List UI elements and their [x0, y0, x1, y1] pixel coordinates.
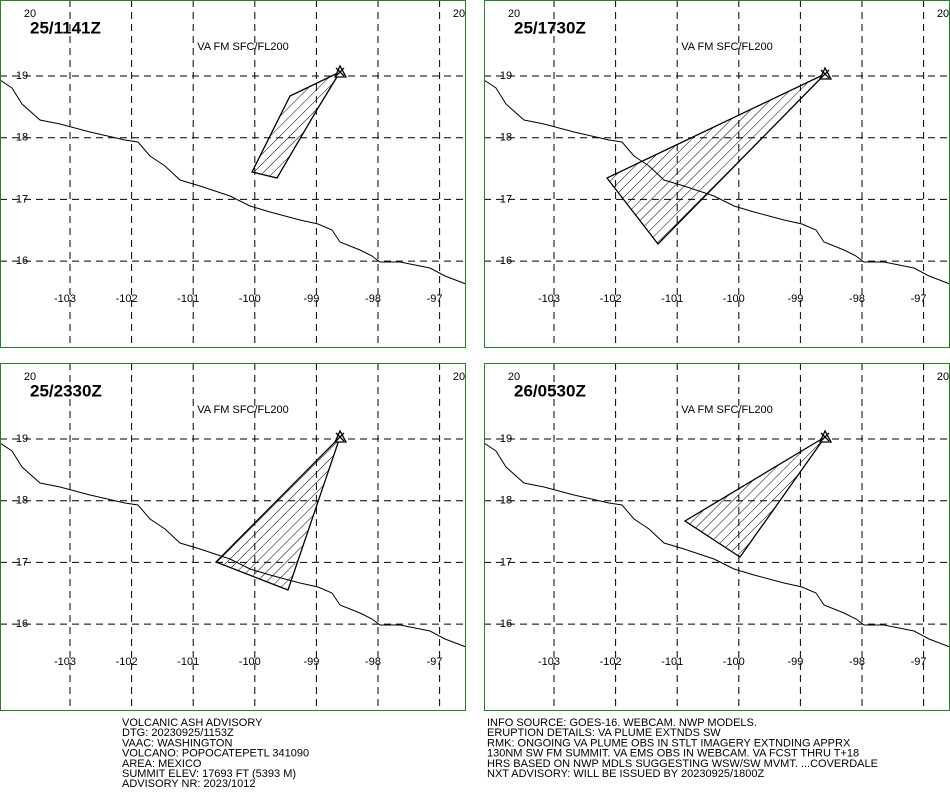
advisory-line: VAAC: WASHINGTON [122, 737, 232, 749]
lon-label: -97 [427, 293, 443, 305]
lon-label: -103 [538, 293, 560, 305]
lon-label: -99 [303, 656, 319, 668]
advisory-line: AREA: MEXICO [122, 758, 202, 770]
lat-label: 19 [16, 433, 28, 445]
lat-label: 19 [500, 433, 512, 445]
lon-label: -99 [787, 656, 803, 668]
lon-label: -101 [177, 656, 199, 668]
lon-label: -101 [661, 656, 683, 668]
advisory-line: HRS BASED ON NWP MDLS SUGGESTING WSW/SW … [487, 758, 878, 770]
coastline [483, 79, 950, 285]
lat-label: 19 [16, 70, 28, 82]
map-panel: -103 -102 -101 -100 -99 -98 -97 20 20 19 18 17 16 25/… [483, 0, 950, 348]
lon-label: -100 [723, 293, 745, 305]
lat-label: 20 [508, 8, 520, 20]
lon-label: -103 [538, 656, 560, 668]
lat-label: 17 [500, 193, 512, 205]
lon-label: -97 [911, 293, 927, 305]
lon-label: -97 [911, 656, 927, 668]
lon-label: -102 [116, 293, 138, 305]
lat-label: 20 [24, 371, 36, 383]
panel-frame [0, 0, 466, 348]
valid-time: 25/2330Z [30, 381, 102, 400]
coastline [0, 79, 467, 285]
lon-label: -98 [849, 656, 865, 668]
flight-level: VA FM SFC/FL200 [197, 404, 289, 416]
lon-label: -102 [116, 656, 138, 668]
lon-label: -99 [303, 293, 319, 305]
lon-label: -101 [177, 293, 199, 305]
lat-label: 16 [16, 255, 28, 267]
map-panel: -103 -102 -101 -100 -99 -98 -97 20 20 19 18 17 16 26/… [483, 363, 950, 711]
advisory-line: VOLCANIC ASH ADVISORY [122, 717, 263, 729]
advisory-line: RMK: ONGOING VA PLUME OBS IN STLT IMAGER… [487, 737, 851, 749]
lat-label: 16 [500, 255, 512, 267]
panel-frame [0, 363, 466, 711]
flight-level: VA FM SFC/FL200 [681, 41, 773, 53]
lat-label: 17 [500, 556, 512, 568]
lat-label: 17 [16, 556, 28, 568]
lat-label: 20 [24, 8, 36, 20]
lat-label: 18 [16, 495, 28, 507]
lat-label: 18 [500, 132, 512, 144]
valid-time: 25/1730Z [514, 18, 586, 37]
advisory-line: SUMMIT ELEV: 17693 FT (5393 M) [122, 768, 296, 780]
ash-plume [605, 73, 826, 245]
lon-label: -102 [600, 293, 622, 305]
lon-label: -103 [54, 656, 76, 668]
advisory-line: ADVISORY NR: 2023/1012 [122, 778, 256, 790]
valid-time: 25/1141Z [30, 18, 101, 37]
lon-label: -97 [427, 656, 443, 668]
lat-label: 20 [508, 371, 520, 383]
lon-label: -100 [239, 293, 261, 305]
lon-label: -101 [661, 293, 683, 305]
ash-plume [683, 436, 826, 558]
lat-label: 20 [937, 8, 949, 20]
lat-label: 20 [453, 8, 465, 20]
lon-label: -100 [239, 656, 261, 668]
volcano-marker [820, 432, 830, 442]
lat-label: 16 [16, 618, 28, 630]
lon-label: -100 [723, 656, 745, 668]
lon-label: -103 [54, 293, 76, 305]
lat-label: 20 [453, 371, 465, 383]
lon-label: -98 [849, 293, 865, 305]
lat-label: 18 [500, 495, 512, 507]
lon-label: -99 [787, 293, 803, 305]
lat-label: 20 [937, 371, 949, 383]
advisory-line: 130NM SW FM SUMMIT. VA EMS OBS IN WEBCAM… [487, 748, 859, 760]
lat-label: 18 [16, 132, 28, 144]
valid-time: 26/0530Z [514, 381, 586, 400]
lon-label: -102 [600, 656, 622, 668]
advisory-line: INFO SOURCE: GOES-16. WEBCAM. NWP MODELS… [487, 717, 757, 729]
advisory-line: NXT ADVISORY: WILL BE ISSUED BY 20230925… [487, 768, 764, 780]
volcano-marker [335, 67, 345, 77]
lat-label: 17 [16, 193, 28, 205]
advisory-line: VOLCANO: POPOCATEPETL 341090 [122, 748, 309, 760]
advisory-line: ERUPTION DETAILS: VA PLUME EXTNDS SW [487, 727, 721, 739]
panels: -103 -102 -101 -100 -99 -98 -97 20 20 19 18 17 16 25/… [0, 0, 950, 711]
advisory-line: DTG: 20230925/1153Z [122, 727, 234, 739]
map-panel: -103 -102 -101 -100 -99 -98 -97 20 20 19 18 17 16 25/… [0, 0, 467, 348]
coastline [483, 442, 950, 648]
volcano-marker [820, 69, 830, 79]
lat-label: 16 [500, 618, 512, 630]
lon-label: -98 [365, 293, 381, 305]
ash-plume [214, 436, 341, 591]
ash-plume [251, 70, 342, 179]
volcano-marker [335, 432, 345, 442]
lat-label: 19 [500, 70, 512, 82]
flight-level: VA FM SFC/FL200 [681, 404, 773, 416]
lon-label: -98 [365, 656, 381, 668]
flight-level: VA FM SFC/FL200 [197, 41, 289, 53]
map-panel: -103 -102 -101 -100 -99 -98 -97 20 20 19 18 17 16 25/… [0, 363, 467, 711]
